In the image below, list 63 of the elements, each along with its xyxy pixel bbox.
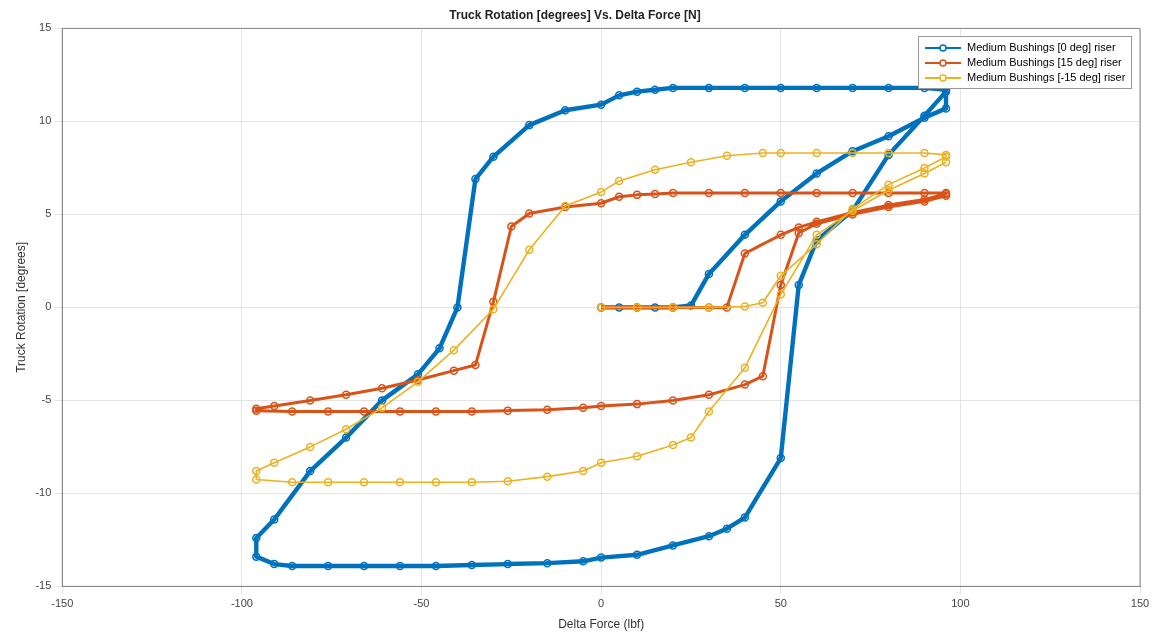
point — [812, 148, 821, 158]
point — [359, 477, 369, 487]
x-tick-label: -150 — [51, 597, 74, 610]
x-tick-label: -50 — [413, 597, 430, 610]
point — [323, 477, 333, 487]
x-tick-label: -100 — [230, 597, 253, 610]
legend-label: Medium Bushings [0 deg] riser — [967, 40, 1116, 56]
point — [578, 466, 588, 476]
point — [305, 442, 315, 452]
point — [632, 451, 642, 461]
x-tick-label: 50 — [774, 597, 787, 610]
x-tick-label: 0 — [598, 597, 605, 610]
point — [252, 466, 261, 476]
point — [596, 187, 606, 197]
x-tick-label: 100 — [951, 597, 970, 610]
point — [489, 305, 498, 314]
chart-title: Truck Rotation [degrees] Vs. Delta Force [N] — [449, 7, 701, 22]
point — [740, 302, 750, 311]
point — [650, 165, 660, 175]
point — [758, 298, 768, 307]
point — [270, 458, 279, 467]
point — [377, 403, 387, 413]
point — [941, 158, 951, 167]
legend-label: Medium Bushings [15 deg] riser — [967, 55, 1122, 71]
point — [431, 477, 441, 487]
point — [503, 477, 512, 486]
y-tick-label: 5 — [45, 207, 52, 220]
point — [920, 169, 929, 178]
x-axis-title: Delta Force (lbf) — [558, 617, 645, 632]
point — [668, 440, 678, 450]
y-tick-label: -10 — [35, 486, 52, 499]
y-tick-label: -15 — [35, 579, 52, 592]
y-tick-label: 0 — [45, 300, 52, 313]
point — [525, 245, 534, 254]
y-tick-label: -5 — [41, 393, 52, 406]
y-axis-title: Truck Rotation [degrees] — [13, 241, 28, 373]
point — [740, 363, 750, 373]
point — [686, 433, 696, 442]
point — [467, 477, 477, 487]
point — [812, 239, 821, 249]
legend-label: Medium Bushings [-15 deg] riser — [967, 70, 1126, 86]
point — [252, 475, 261, 484]
x-tick-label: 150 — [1130, 597, 1150, 610]
point — [920, 163, 929, 173]
point — [884, 180, 893, 189]
point — [341, 424, 351, 434]
point — [395, 477, 405, 487]
point — [596, 458, 606, 467]
point — [287, 477, 297, 487]
point — [449, 345, 459, 355]
point — [758, 148, 768, 158]
point — [614, 176, 624, 186]
point — [776, 148, 786, 158]
point — [686, 158, 696, 167]
point — [543, 472, 552, 481]
point — [812, 230, 821, 240]
point — [920, 148, 929, 158]
point — [776, 271, 786, 281]
y-tick-label: 10 — [39, 114, 52, 127]
point — [776, 290, 786, 299]
point — [704, 407, 714, 416]
point — [722, 151, 732, 161]
y-tick-label: 15 — [39, 21, 52, 34]
